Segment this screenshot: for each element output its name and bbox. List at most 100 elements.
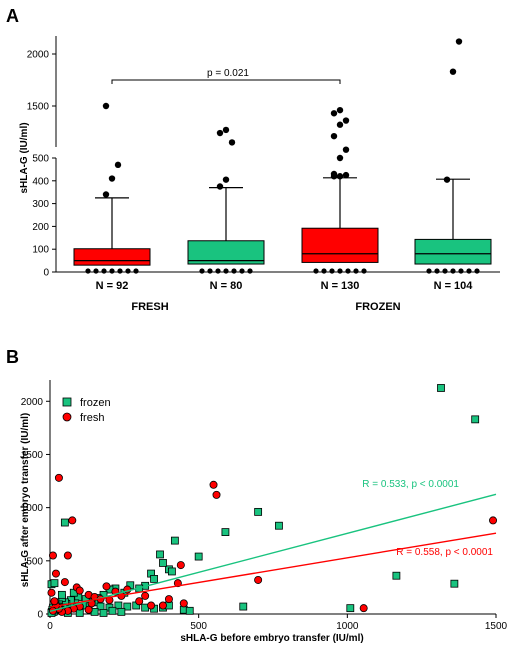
panel-b-label: B	[6, 347, 19, 367]
y-tick-label: 300	[32, 199, 49, 210]
category-label: N = 130	[321, 280, 360, 292]
outlier-point	[449, 68, 457, 75]
zero-point	[93, 268, 99, 274]
frozen-point	[471, 415, 480, 424]
zero-point	[426, 268, 432, 274]
y-tick-label: 0	[37, 610, 43, 621]
fresh-point	[60, 578, 69, 587]
outlier-point	[216, 129, 224, 137]
zero-point	[247, 268, 253, 274]
zero-point	[109, 268, 115, 274]
y-tick-label: 2000	[21, 397, 44, 408]
legend-fresh-label: fresh	[80, 412, 104, 424]
frozen-point	[159, 559, 167, 567]
frozen-point	[123, 602, 132, 611]
zero-point	[442, 268, 448, 274]
fresh-point	[179, 599, 188, 608]
fresh-point	[63, 551, 72, 560]
zero-point	[434, 268, 440, 274]
outlier-point	[443, 176, 451, 183]
y-tick-label: 1500	[27, 102, 50, 113]
outlier-point	[455, 38, 463, 45]
frozen-point	[450, 579, 459, 588]
x-tick-label: 1500	[485, 621, 508, 632]
legend-fresh-marker	[62, 412, 72, 422]
group-label-frozen: FROZEN	[355, 301, 400, 313]
fresh-point	[84, 605, 93, 614]
fresh-point	[209, 480, 218, 489]
frozen-point	[60, 518, 69, 527]
fresh-point	[102, 582, 111, 591]
fresh-point	[51, 569, 60, 578]
category-label: N = 92	[96, 280, 129, 292]
box-2	[187, 126, 265, 274]
frozen-point	[275, 521, 283, 530]
frozen-point	[194, 552, 203, 561]
zero-point	[345, 268, 351, 274]
frozen-point	[170, 536, 179, 545]
regression-label-frozen: R = 0.533, p < 0.0001	[362, 479, 459, 490]
zero-point	[215, 268, 221, 274]
fresh-point	[50, 597, 59, 606]
zero-point	[239, 268, 245, 274]
outlier-point	[228, 139, 236, 146]
box-4	[414, 38, 492, 274]
fresh-point	[141, 591, 150, 600]
frozen-point	[221, 528, 230, 536]
outlier-point	[336, 106, 344, 114]
frozen-point	[57, 590, 66, 599]
outlier-point	[108, 175, 116, 182]
frozen-point	[50, 579, 59, 588]
y-tick-label: 500	[26, 556, 43, 567]
fresh-point	[75, 586, 84, 595]
frozen-point	[168, 567, 176, 576]
panel-b-y-axis-label: sHLA-G after embryo transfer (IU/ml)	[20, 413, 31, 587]
fresh-point	[164, 595, 173, 604]
zero-point	[85, 268, 91, 274]
fresh-point	[359, 604, 368, 613]
zero-point	[313, 268, 319, 274]
frozen-point	[156, 550, 164, 559]
zero-point	[199, 268, 205, 274]
frozen-point	[185, 606, 194, 615]
box-body	[187, 240, 265, 265]
zero-point	[231, 268, 237, 274]
y-tick-label: 100	[32, 245, 49, 256]
outlier-point	[336, 154, 344, 162]
fresh-point	[48, 551, 57, 560]
zero-point	[321, 268, 327, 274]
frozen-point	[437, 384, 445, 392]
y-tick-label: 500	[32, 154, 49, 165]
box-3	[301, 106, 379, 274]
outlier-point	[342, 171, 350, 179]
y-tick-label: 400	[32, 176, 49, 187]
panel-a-y-axis-label: sHLA-G (IU/ml)	[19, 122, 30, 193]
fresh-point	[54, 473, 63, 482]
panel-b: B sHLA-G after embryo transfer (IU/ml) s…	[6, 347, 508, 644]
frozen-point	[254, 507, 263, 516]
zero-point	[223, 268, 229, 274]
frozen-point	[150, 575, 158, 583]
legend-frozen-marker	[62, 397, 72, 407]
fresh-point	[212, 490, 221, 499]
y-tick-label: 1000	[21, 503, 44, 514]
frozen-point	[117, 607, 126, 616]
p-value-annotation: p = 0.021	[207, 68, 249, 79]
zero-point	[337, 268, 343, 274]
panel-a-category-labels: N = 92 N = 80 N = 130 N = 104	[96, 280, 474, 292]
box-1	[73, 102, 151, 274]
box-body	[73, 248, 151, 266]
panel-b-regression-lines	[49, 493, 497, 613]
zero-point	[450, 268, 456, 274]
frozen-regression-line	[49, 493, 497, 613]
zero-point	[125, 268, 131, 274]
panel-a: A sHLA-G (IU/ml) 0 100 200 300 400 500 1500 200…	[6, 6, 500, 313]
box-body	[414, 238, 492, 265]
zero-point	[458, 268, 464, 274]
panel-b-axes: 0 500 1000 1500 2000 0 500 1000 1500	[21, 380, 508, 632]
outlier-point	[102, 191, 110, 198]
y-tick-label: 0	[43, 268, 49, 279]
zero-point	[474, 268, 480, 274]
y-tick-label: 1500	[21, 450, 44, 461]
zero-point	[466, 268, 472, 274]
